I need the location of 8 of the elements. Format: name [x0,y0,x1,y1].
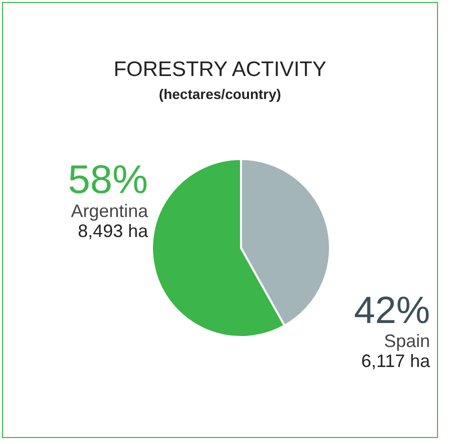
data-label: 8,493 ha [76,221,148,241]
text: 42% [354,290,430,332]
text: 58% [68,158,148,202]
slice-label: Spain [382,331,430,351]
data-label: 6,117 ha [360,351,430,371]
chart-title: FORESTRY ACTIVITY [112,58,328,82]
slice-label: Argentina [70,201,148,221]
chart-subtitle: (hectares/country) [158,86,282,102]
